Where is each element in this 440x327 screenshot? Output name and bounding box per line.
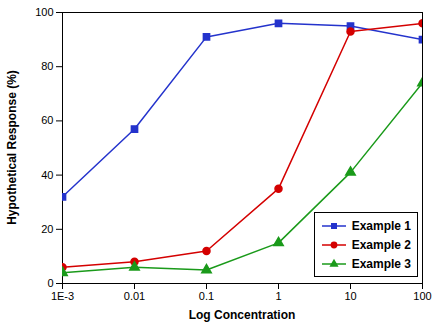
svg-text:1: 1: [275, 290, 281, 302]
svg-text:0: 0: [47, 277, 53, 289]
svg-text:100: 100: [35, 6, 53, 18]
html-text:Example 2: Example 2: [351, 237, 411, 252]
html-text:Example 1: Example 1: [351, 218, 411, 233]
svg-text:Hypothetical Response (%): Hypothetical Response (%): [5, 70, 19, 225]
svg-text:0.1: 0.1: [199, 290, 214, 302]
svg-text:100: 100: [413, 290, 431, 302]
svg-text:20: 20: [41, 223, 53, 235]
svg-text:40: 40: [41, 169, 53, 181]
html-text:Example 3: Example 3: [351, 256, 411, 271]
svg-text:Log Concentration: Log Concentration: [189, 308, 296, 322]
svg-text:80: 80: [41, 60, 53, 72]
svg-text:60: 60: [41, 114, 53, 126]
svg-text:0.01: 0.01: [124, 290, 145, 302]
svg-text:10: 10: [344, 290, 356, 302]
svg-text:1E-3: 1E-3: [51, 290, 74, 302]
